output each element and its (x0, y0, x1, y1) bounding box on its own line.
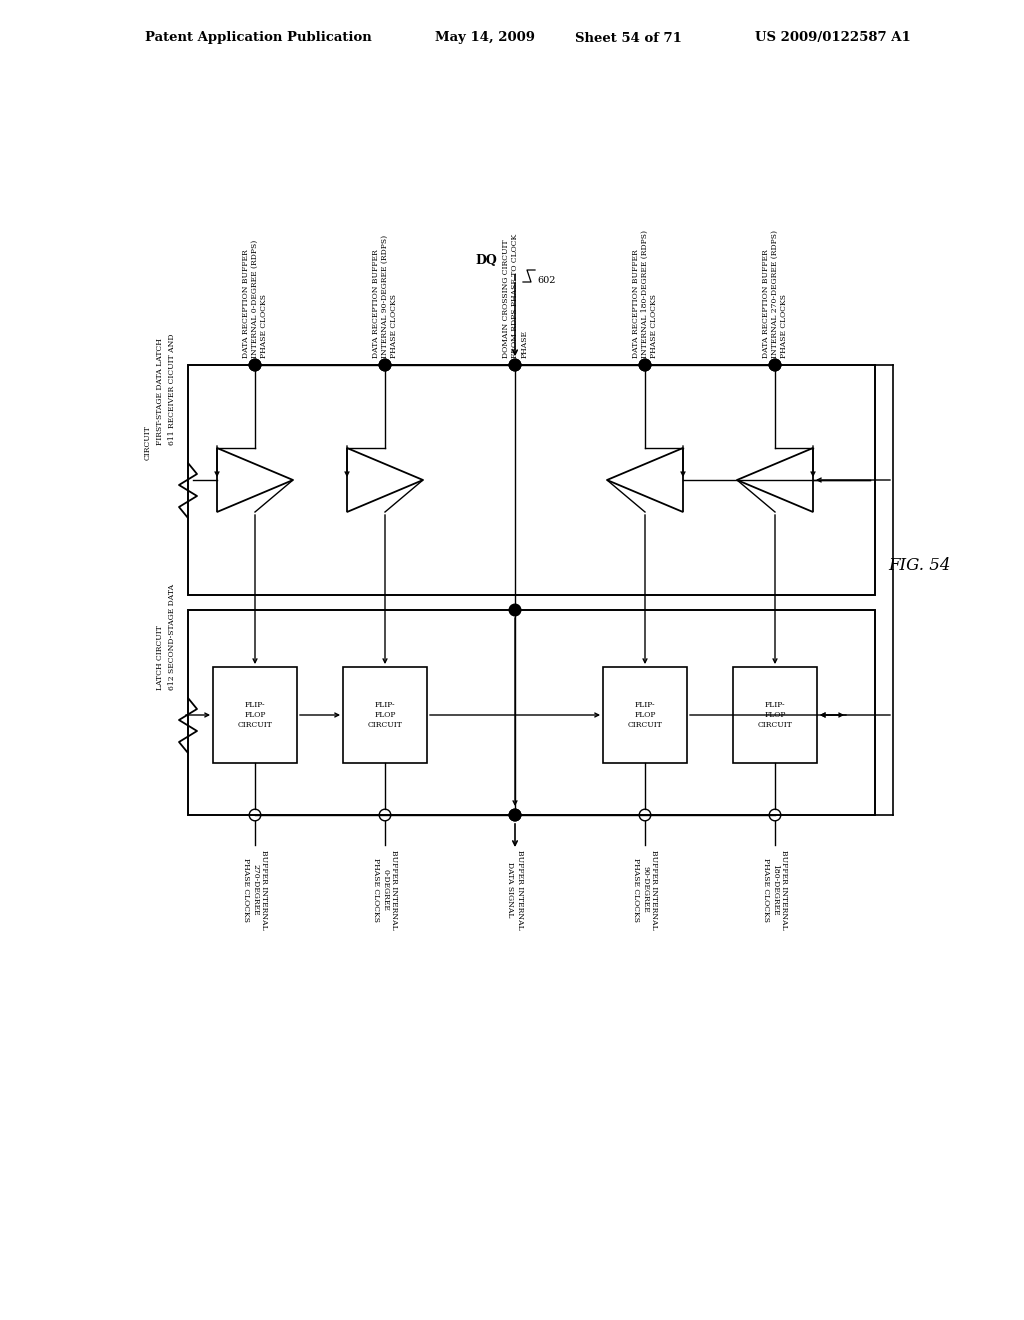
Text: FLIP-
FLOP
CIRCUIT: FLIP- FLOP CIRCUIT (368, 701, 402, 729)
Circle shape (509, 605, 521, 616)
Text: LATCH CIRCUIT: LATCH CIRCUIT (156, 626, 164, 690)
Bar (733, 667, 817, 763)
Text: DATA RECEPTION BUFFER
INTERNAL 90-DEGREE (RDPS)
PHASE CLOCKS: DATA RECEPTION BUFFER INTERNAL 90-DEGREE… (372, 235, 398, 358)
Bar (603, 667, 687, 763)
Text: DQ: DQ (475, 253, 497, 267)
Circle shape (639, 359, 651, 371)
Text: BUFFER INTERNAL
DATA SIGNAL: BUFFER INTERNAL DATA SIGNAL (507, 850, 523, 929)
Text: BUFFER INTERNAL
90-DEGREE
PHASE CLOCKS: BUFFER INTERNAL 90-DEGREE PHASE CLOCKS (632, 850, 658, 929)
Text: CIRCUIT: CIRCUIT (144, 425, 152, 459)
Text: FLIP-
FLOP
CIRCUIT: FLIP- FLOP CIRCUIT (628, 701, 663, 729)
Text: FLIP-
FLOP
CIRCUIT: FLIP- FLOP CIRCUIT (758, 701, 793, 729)
Bar (213, 667, 297, 763)
Text: FIRST-STAGE DATA LATCH: FIRST-STAGE DATA LATCH (156, 338, 164, 445)
Text: FLIP-
FLOP
CIRCUIT: FLIP- FLOP CIRCUIT (238, 701, 272, 729)
Text: BUFFER INTERNAL
270-DEGREE
PHASE CLOCKS: BUFFER INTERNAL 270-DEGREE PHASE CLOCKS (242, 850, 268, 929)
Text: FIG. 54: FIG. 54 (889, 557, 951, 573)
Circle shape (769, 359, 780, 371)
Text: May 14, 2009: May 14, 2009 (435, 32, 535, 45)
Text: US 2009/0122587 A1: US 2009/0122587 A1 (755, 32, 910, 45)
Text: BUFFER INTERNAL
180-DEGREE
PHASE CLOCKS: BUFFER INTERNAL 180-DEGREE PHASE CLOCKS (762, 850, 788, 929)
Circle shape (249, 359, 261, 371)
Text: 611 RECEIVER CICUIT AND: 611 RECEIVER CICUIT AND (168, 334, 176, 445)
Bar (188, 610, 874, 814)
Text: Patent Application Publication: Patent Application Publication (145, 32, 372, 45)
Circle shape (509, 809, 521, 821)
Circle shape (509, 359, 521, 371)
Text: Sheet 54 of 71: Sheet 54 of 71 (575, 32, 682, 45)
Text: DOMAIN CROSSING CIRCUIT
FROM RDPS PHASE TO CLOCK
PHASE: DOMAIN CROSSING CIRCUIT FROM RDPS PHASE … (502, 234, 528, 358)
Bar (188, 366, 874, 595)
Text: BUFFER INTERNAL
0-DEGREE
PHASE CLOCKS: BUFFER INTERNAL 0-DEGREE PHASE CLOCKS (372, 850, 398, 929)
Bar (343, 667, 427, 763)
Circle shape (379, 359, 391, 371)
Text: 612 SECOND-STAGE DATA: 612 SECOND-STAGE DATA (168, 583, 176, 690)
Text: 602: 602 (537, 276, 555, 285)
Text: DATA RECEPTION BUFFER
INTERNAL 180-DEGREE (RDPS)
PHASE CLOCKS: DATA RECEPTION BUFFER INTERNAL 180-DEGRE… (632, 230, 658, 358)
Text: DATA RECEPTION BUFFER
INTERNAL 270-DEGREE (RDPS)
PHASE CLOCKS: DATA RECEPTION BUFFER INTERNAL 270-DEGRE… (762, 230, 788, 358)
Text: DATA RECEPTION BUFFER
INTERNAL 0-DEGREE (RDPS)
PHASE CLOCKS: DATA RECEPTION BUFFER INTERNAL 0-DEGREE … (242, 240, 268, 358)
